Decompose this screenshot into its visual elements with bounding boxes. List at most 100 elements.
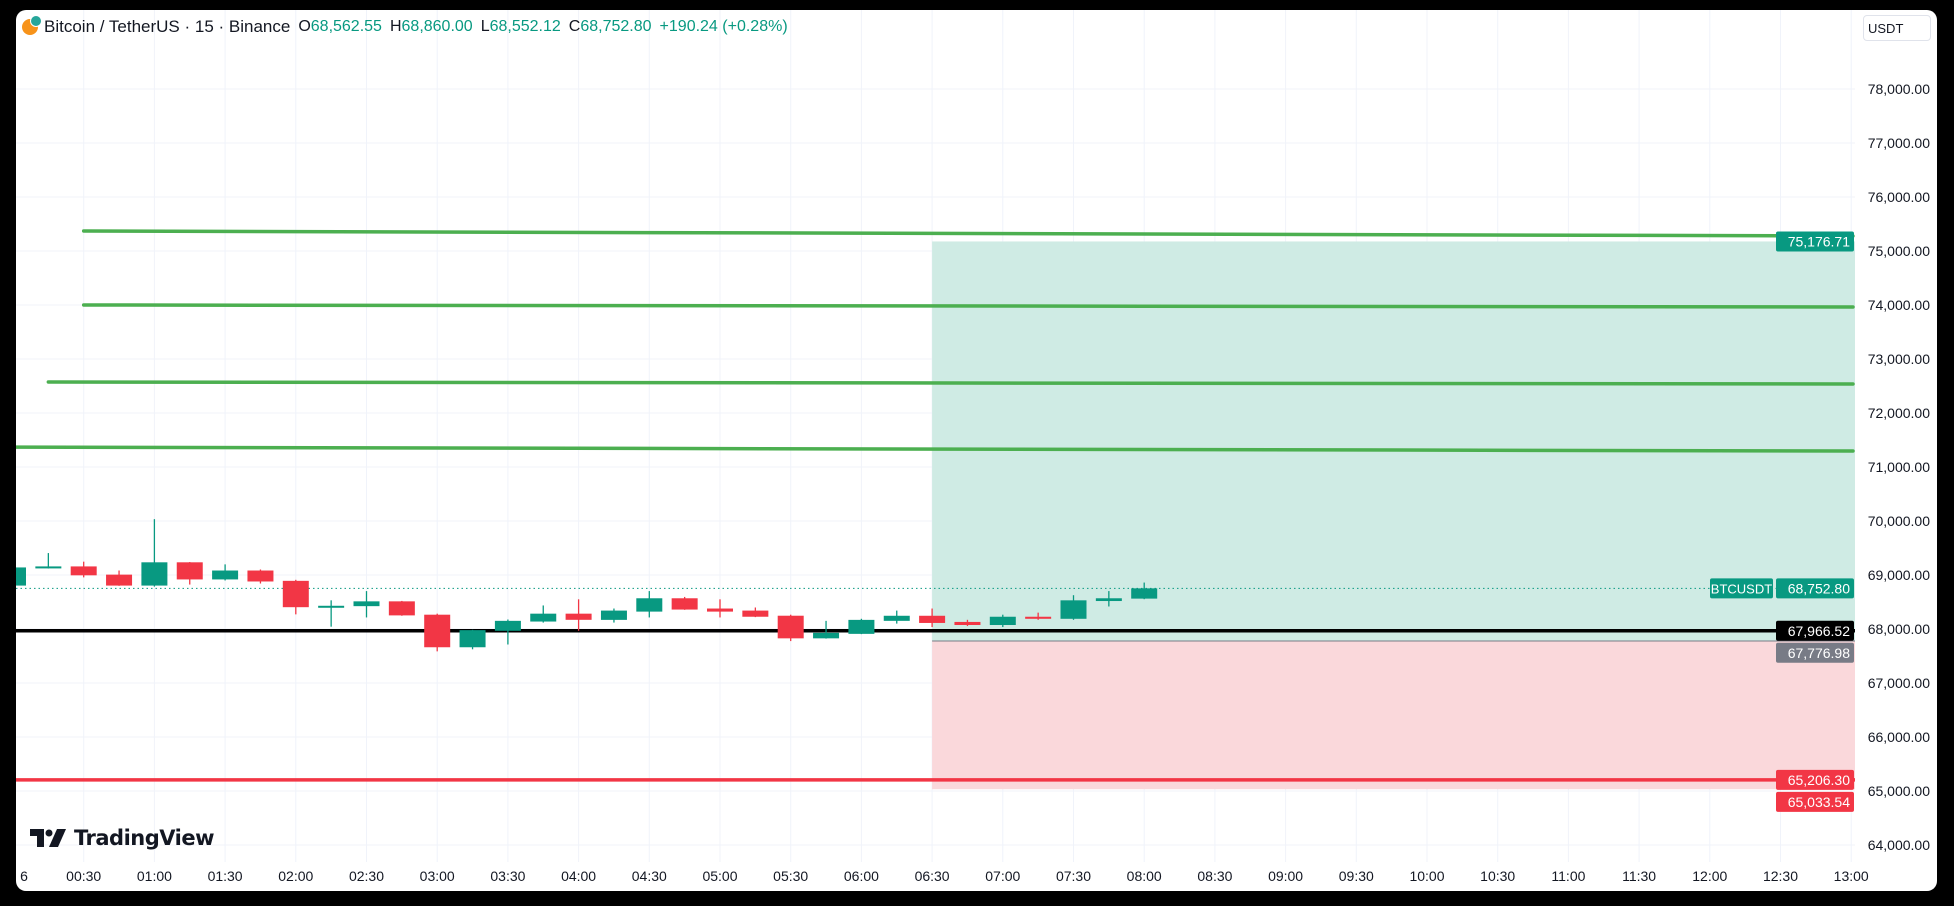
currency-button[interactable]: USDT bbox=[1863, 15, 1931, 41]
time-tick-label: 10:00 bbox=[1409, 868, 1444, 884]
entry-price-label-bg bbox=[1776, 642, 1854, 663]
price-tick-label: 66,000.00 bbox=[1868, 729, 1930, 745]
time-tick-label: 03:00 bbox=[420, 868, 455, 884]
time-tick-label: 04:30 bbox=[632, 868, 667, 884]
time-tick-label: 13:00 bbox=[1834, 868, 1869, 884]
price-tick-label: 71,000.00 bbox=[1868, 459, 1930, 475]
low-label: L bbox=[480, 18, 490, 35]
price-tick-label: 68,000.00 bbox=[1868, 621, 1930, 637]
candle-body bbox=[989, 616, 1016, 626]
trendline[interactable] bbox=[81, 303, 1855, 309]
entry-price-label: 67,776.98 bbox=[1788, 645, 1850, 661]
candle-body bbox=[813, 632, 840, 639]
time-tick-label: 10:30 bbox=[1480, 868, 1515, 884]
price-tick-label: 65,000.00 bbox=[1868, 783, 1930, 799]
time-tick-label: 11:00 bbox=[1551, 868, 1585, 884]
candle-body bbox=[848, 619, 875, 634]
candle-body bbox=[494, 620, 521, 631]
candle-body bbox=[35, 566, 62, 569]
price-tick-label: 64,000.00 bbox=[1868, 837, 1930, 853]
time-tick-label: 04:00 bbox=[561, 868, 596, 884]
candle-body bbox=[459, 630, 486, 648]
price-tick-label: 67,000.00 bbox=[1868, 675, 1930, 691]
last-price-label: 68,752.80 bbox=[1788, 580, 1850, 596]
time-tick-label: 06:00 bbox=[844, 868, 879, 884]
candle-body bbox=[247, 570, 274, 582]
stop-price-label-bg bbox=[1776, 791, 1854, 812]
symbol-title[interactable]: Bitcoin / TetherUS · 15 · Binance bbox=[44, 17, 291, 36]
candle-body bbox=[16, 567, 26, 586]
time-axis[interactable]: 6 00:30 01:00 01:30 02:00 02:30 03:00 03:30 04:0… bbox=[20, 868, 1869, 884]
candle-body bbox=[353, 601, 380, 607]
time-tick-label: 07:30 bbox=[1056, 868, 1091, 884]
low-value: 68,552.12 bbox=[489, 18, 561, 35]
price-tick-label: 78,000.00 bbox=[1868, 81, 1930, 97]
trendline[interactable] bbox=[81, 229, 1855, 238]
price-tick-label: 73,000.00 bbox=[1868, 351, 1930, 367]
candle-body bbox=[565, 613, 592, 620]
target-price-label: 75,176.71 bbox=[1788, 233, 1850, 249]
open-value: 68,562.55 bbox=[310, 18, 382, 35]
time-tick-label: 12:00 bbox=[1692, 868, 1727, 884]
time-tick-label: 09:00 bbox=[1268, 868, 1303, 884]
stop-price-label: 65,033.54 bbox=[1788, 794, 1850, 810]
candle-body bbox=[388, 601, 415, 616]
open-label: O bbox=[298, 18, 311, 35]
price-tick-label: 75,000.00 bbox=[1868, 243, 1930, 259]
price-tick-label: 72,000.00 bbox=[1868, 405, 1930, 421]
time-tick-label: 11:30 bbox=[1622, 868, 1656, 884]
black-line-price-label: 67,966.52 bbox=[1788, 623, 1850, 639]
candle-body bbox=[1131, 588, 1158, 599]
close-label: C bbox=[568, 18, 581, 35]
candle-body bbox=[883, 615, 910, 621]
time-tick-label: 06:30 bbox=[915, 868, 950, 884]
price-tick-label: 69,000.00 bbox=[1868, 567, 1930, 583]
time-tick-label: 03:30 bbox=[490, 868, 525, 884]
time-tick-label: 05:00 bbox=[702, 868, 737, 884]
price-tick-label: 77,000.00 bbox=[1868, 135, 1930, 151]
red-line-price-label: 65,206.30 bbox=[1788, 772, 1850, 788]
candle-body bbox=[424, 614, 451, 648]
loss-zone bbox=[932, 641, 1855, 790]
last-price-label-bg bbox=[1776, 578, 1854, 599]
price-axis[interactable]: 78,000.00 77,000.00 76,000.00 75,000.00 74,0… bbox=[1868, 81, 1930, 853]
candle-body bbox=[777, 615, 804, 639]
candle-body bbox=[1025, 616, 1052, 619]
candle-body bbox=[636, 598, 663, 612]
trendline[interactable] bbox=[46, 380, 1855, 386]
trendline[interactable] bbox=[0, 445, 1855, 453]
long-position-tool[interactable] bbox=[932, 241, 1855, 790]
time-tick-label: 08:30 bbox=[1197, 868, 1232, 884]
black-line-price-label-bg bbox=[1776, 620, 1854, 641]
high-value: 68,860.00 bbox=[401, 18, 473, 35]
drawings[interactable] bbox=[0, 229, 1855, 782]
candles bbox=[16, 519, 1158, 652]
high-label: H bbox=[389, 18, 402, 35]
candle-body bbox=[742, 610, 769, 617]
time-tick-label: 05:30 bbox=[773, 868, 808, 884]
time-tick-label: 09:30 bbox=[1339, 868, 1374, 884]
change-value: +190.24 (+0.28%) bbox=[659, 18, 788, 35]
candle-body bbox=[530, 613, 557, 622]
candle-body bbox=[600, 610, 627, 620]
candle-body bbox=[1095, 598, 1122, 602]
time-tick-label: 12:30 bbox=[1763, 868, 1798, 884]
logo-text: TradingView bbox=[74, 826, 214, 850]
tradingview-logo[interactable]: TradingView bbox=[30, 826, 214, 850]
candle-body bbox=[176, 562, 203, 580]
candle-body bbox=[141, 562, 168, 586]
time-tick-label: 08:00 bbox=[1127, 868, 1162, 884]
time-tick-label: 01:00 bbox=[137, 868, 172, 884]
tradingview-logo-icon bbox=[30, 829, 66, 847]
bitcoin-icon bbox=[22, 15, 42, 35]
candle-body bbox=[707, 608, 733, 612]
symbol-tag: BTCUSDT bbox=[1711, 581, 1772, 596]
time-tick-label: 00:30 bbox=[66, 868, 101, 884]
time-tick-label: 01:30 bbox=[208, 868, 243, 884]
candle-body bbox=[954, 621, 981, 626]
price-tick-label: 76,000.00 bbox=[1868, 189, 1930, 205]
symbol-tag-bg bbox=[1710, 578, 1773, 599]
candle-body bbox=[212, 570, 239, 580]
candle-body bbox=[282, 580, 309, 608]
